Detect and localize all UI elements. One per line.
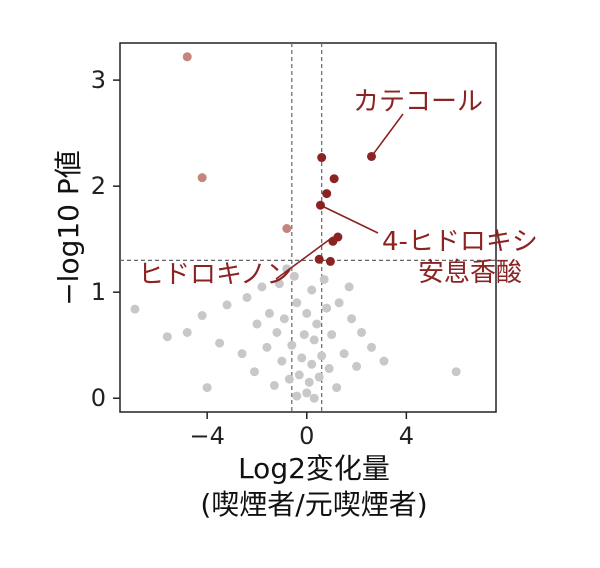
annotation-leader-2 bbox=[275, 236, 334, 280]
point-2-23 bbox=[357, 327, 367, 337]
point-2-30 bbox=[327, 330, 337, 340]
x-tick-label-1: 0 bbox=[299, 422, 314, 450]
point-2-27 bbox=[262, 342, 272, 352]
x-tick-label-0: −4 bbox=[189, 422, 224, 450]
annotation-label-0: カテコール bbox=[353, 87, 483, 117]
point-2-50 bbox=[282, 264, 292, 274]
annotation-leader-1 bbox=[320, 204, 379, 234]
point-2-47 bbox=[307, 359, 317, 369]
point-0-6 bbox=[328, 236, 338, 246]
point-2-21 bbox=[334, 298, 344, 308]
point-2-45 bbox=[352, 361, 362, 371]
annotation-leader-0 bbox=[370, 113, 404, 157]
x-axis-title-line2: (喫煙者/元喫煙者) bbox=[200, 488, 427, 521]
point-2-28 bbox=[287, 340, 297, 350]
point-2-49 bbox=[319, 274, 329, 284]
point-2-18 bbox=[302, 308, 312, 318]
y-tick-label-0: 0 bbox=[91, 384, 106, 412]
y-tick-label-1: 1 bbox=[91, 278, 106, 306]
point-2-31 bbox=[297, 353, 307, 363]
point-2-41 bbox=[292, 391, 302, 401]
point-2-43 bbox=[332, 383, 342, 393]
point-2-10 bbox=[289, 271, 299, 281]
point-2-38 bbox=[284, 374, 294, 384]
point-2-37 bbox=[314, 372, 324, 382]
point-2-16 bbox=[279, 314, 289, 324]
plot-frame bbox=[119, 42, 497, 413]
y-axis-title: −log10 P値 bbox=[52, 150, 85, 306]
point-2-8 bbox=[257, 282, 267, 292]
point-2-14 bbox=[237, 349, 247, 359]
threshold-lines bbox=[120, 43, 496, 412]
axis-ticks: −4 0 4 0 1 2 3 bbox=[91, 66, 414, 450]
point-2-29 bbox=[309, 335, 319, 345]
point-0-0 bbox=[317, 153, 327, 163]
data-points bbox=[130, 52, 461, 403]
point-2-19 bbox=[312, 319, 322, 329]
point-1-1 bbox=[197, 173, 207, 183]
point-2-42 bbox=[309, 393, 319, 403]
point-2-48 bbox=[299, 330, 309, 340]
point-2-1 bbox=[162, 332, 172, 342]
point-0-8 bbox=[325, 256, 335, 266]
point-2-34 bbox=[339, 349, 349, 359]
point-0-2 bbox=[329, 174, 339, 184]
point-2-39 bbox=[324, 364, 334, 374]
point-2-11 bbox=[307, 285, 317, 295]
point-2-15 bbox=[272, 327, 282, 337]
point-2-40 bbox=[302, 388, 312, 398]
annotation-label-1: 4-ヒドロキシ bbox=[382, 227, 538, 257]
point-2-6 bbox=[202, 383, 212, 393]
point-2-35 bbox=[294, 370, 304, 380]
point-2-9 bbox=[274, 279, 284, 289]
point-2-44 bbox=[269, 380, 279, 390]
point-2-32 bbox=[317, 351, 327, 361]
annotation-label-2: ヒドロキノン bbox=[138, 260, 292, 290]
point-2-4 bbox=[222, 300, 232, 310]
y-tick-label-2: 2 bbox=[91, 172, 106, 200]
point-2-51 bbox=[344, 282, 354, 292]
point-2-25 bbox=[379, 356, 389, 366]
point-0-7 bbox=[314, 254, 324, 264]
point-1-0 bbox=[182, 52, 192, 62]
y-tick-label-3: 3 bbox=[91, 66, 106, 94]
point-2-17 bbox=[292, 298, 302, 308]
point-2-0 bbox=[130, 304, 140, 314]
point-2-20 bbox=[322, 303, 332, 313]
point-2-12 bbox=[252, 319, 262, 329]
point-0-3 bbox=[322, 189, 332, 199]
point-2-24 bbox=[366, 342, 376, 352]
point-2-36 bbox=[304, 377, 314, 387]
point-2-3 bbox=[197, 311, 207, 321]
point-2-22 bbox=[347, 314, 357, 324]
point-2-7 bbox=[242, 292, 252, 302]
x-tick-label-2: 4 bbox=[399, 422, 414, 450]
point-1-2 bbox=[282, 224, 292, 234]
x-axis-title: Log2変化量 bbox=[238, 452, 390, 485]
point-2-26 bbox=[451, 367, 461, 377]
annotation-label-1-line2: 安息香酸 bbox=[418, 258, 522, 288]
point-2-2 bbox=[182, 327, 192, 337]
point-2-46 bbox=[249, 367, 259, 377]
point-2-5 bbox=[215, 338, 225, 348]
point-2-33 bbox=[277, 356, 287, 366]
point-2-13 bbox=[264, 308, 274, 318]
